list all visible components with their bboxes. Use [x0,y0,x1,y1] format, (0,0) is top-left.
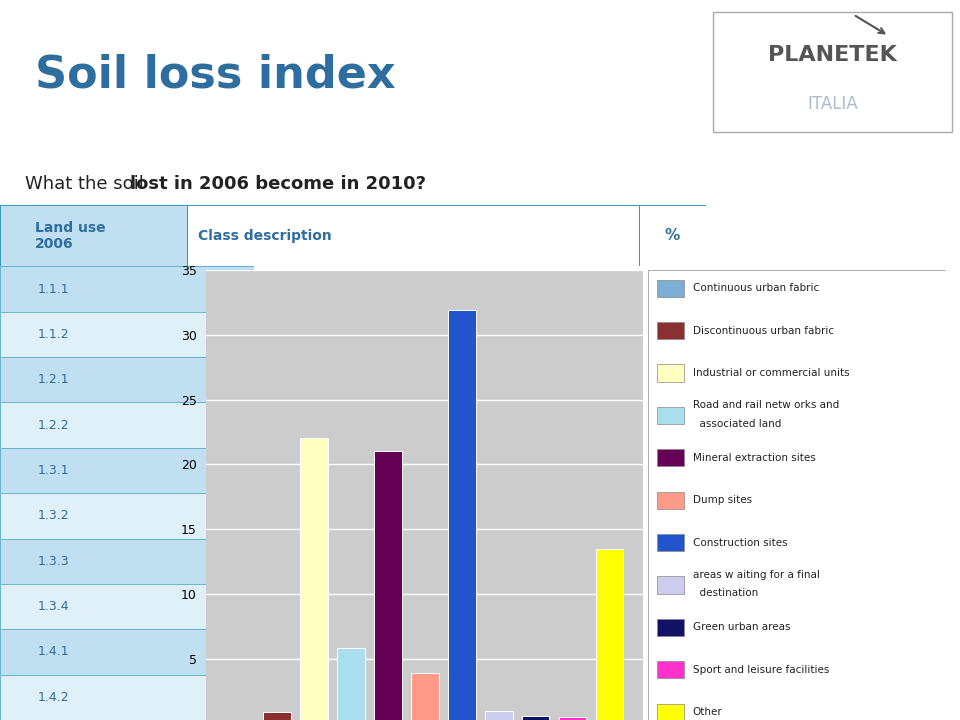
Text: Soil loss index: Soil loss index [36,53,396,96]
Text: 1.3.1: 1.3.1 [38,464,70,477]
Text: 1.4.1: 1.4.1 [38,645,70,659]
Text: Industrial or commercial units: Industrial or commercial units [693,368,850,378]
Text: Land use
2006: Land use 2006 [36,221,106,251]
Text: Mineral extraction sites: Mineral extraction sites [693,453,815,463]
Bar [485,711,513,720]
Bar [595,549,623,720]
Text: 1.2.1: 1.2.1 [38,373,70,387]
Bar [657,364,684,382]
Text: 1.3.4: 1.3.4 [38,600,70,613]
Bar [657,322,684,339]
Text: %: % [664,228,680,243]
Bar [657,577,684,594]
Bar [411,673,439,720]
Text: PLANETEK: PLANETEK [768,45,898,65]
Bar [713,12,952,132]
Bar [657,618,684,636]
Text: 1.3.3: 1.3.3 [38,554,70,568]
Text: 1.3.2: 1.3.2 [38,509,70,523]
Text: What the soil: What the soil [25,175,149,193]
Text: ITALIA: ITALIA [807,94,858,112]
Text: Dump sites: Dump sites [693,495,752,505]
Text: Continuous urban fabric: Continuous urban fabric [693,283,819,293]
Bar [337,649,365,720]
Text: 1.1.1: 1.1.1 [38,282,70,296]
Text: Class description: Class description [198,229,331,243]
Bar [657,661,684,678]
Bar [657,534,684,552]
Bar [657,492,684,509]
Bar [0,205,187,266]
Bar [657,703,684,720]
Text: Other: Other [693,707,722,717]
Text: lost in 2006 become in 2010?: lost in 2006 become in 2010? [130,175,425,193]
Text: Road and rail netw orks and: Road and rail netw orks and [693,400,839,410]
Text: destination: destination [693,588,757,598]
Text: Sport and leisure facilities: Sport and leisure facilities [693,665,829,675]
Text: associated land: associated land [693,418,781,428]
Text: Green urban areas: Green urban areas [693,622,790,632]
Bar [657,407,684,424]
Text: Construction sites: Construction sites [693,538,787,548]
Bar [448,310,475,720]
Text: Discontinuous urban fabric: Discontinuous urban fabric [693,325,834,336]
Bar [300,438,327,720]
Text: 1.4.2: 1.4.2 [38,690,70,704]
Bar [657,449,684,467]
Bar [522,716,549,720]
Text: areas w aiting for a final: areas w aiting for a final [693,570,820,580]
Bar [263,712,291,720]
Bar [638,205,706,266]
Text: 1.2.2: 1.2.2 [38,418,70,432]
Bar [657,279,684,297]
Bar [374,451,401,720]
Text: 1.1.2: 1.1.2 [38,328,70,341]
Bar [559,717,587,720]
Bar [187,205,638,266]
